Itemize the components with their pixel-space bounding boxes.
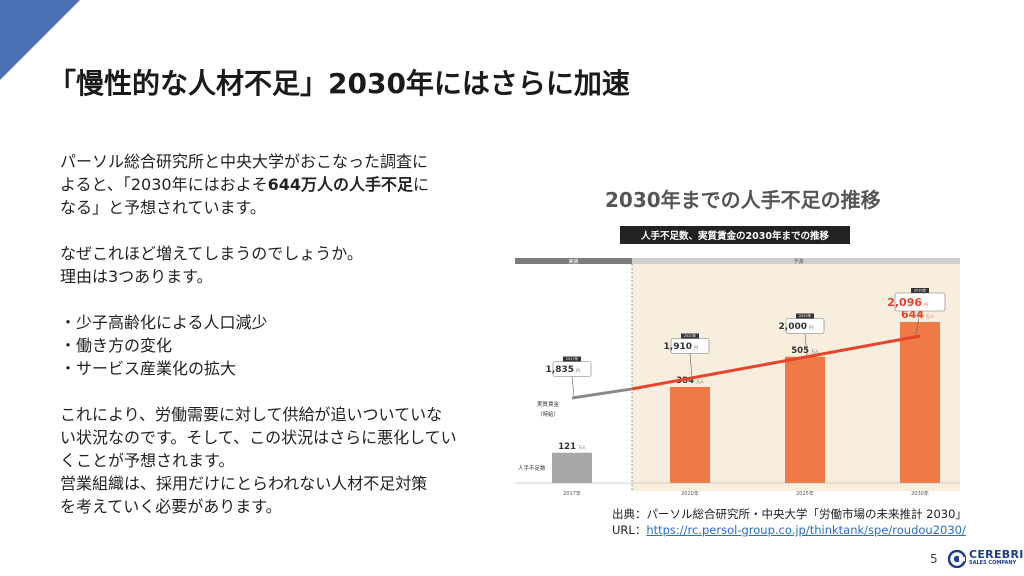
x-tick-label: 2030年 [911, 490, 929, 497]
bar [670, 387, 710, 483]
row-label-wage: 実質賃金 [537, 400, 560, 408]
band-label-forecast: 予測 [793, 258, 803, 265]
source-url-line: URL：https://rc.persol-group.co.jp/thinkt… [612, 522, 967, 538]
question-text: なぜこれほど増えてしまうのでしょうか。 [60, 244, 363, 263]
body-text: パーソル総合研究所と中央大学がおこなった調査に よると、「2030年にはおよそ6… [60, 150, 480, 518]
chart-title: 2030年までの人手不足の推移 [605, 188, 881, 212]
emphasis-text: 644万人の人手不足 [267, 175, 414, 194]
text-line: に [413, 175, 430, 194]
source-link[interactable]: https://rc.persol-group.co.jp/thinktank/… [646, 523, 966, 537]
page-title: 「慢性的な人材不足」2030年にはさらに加速 [48, 67, 630, 100]
callout-leader [689, 353, 693, 379]
source-citation: 出典：パーソル総合研究所・中央大学「労働市場の未来推計 2030」 URL：ht… [612, 506, 967, 538]
paragraph-action: 営業組織は、採用だけにとらわれない人材不足対策 [60, 474, 428, 493]
text-line: なる」と予想されています。 [60, 198, 266, 217]
company-logo: CEREBRIX SALES COMPANY [948, 548, 1024, 568]
bar-value-label: 121 [558, 442, 576, 452]
paragraph-intro-2: よると、「2030年にはおよそ644万人の人手不足に [60, 173, 480, 196]
callout-year-tag [911, 288, 929, 293]
bar-value-label: 505 [791, 346, 809, 356]
chart: 実績 予測 人手不足数、実質賃金の2030年までの推移 121 万人 384 万人 505 万人… [510, 178, 965, 503]
forecast-band [632, 258, 960, 264]
row-label-wage-unit: （時給） [537, 410, 559, 418]
logo-name: CEREBRIX [969, 548, 1024, 561]
source-label: 出典：パーソル総合研究所・中央大学「労働市場の未来推計 2030」 [612, 507, 967, 521]
bar [900, 322, 940, 483]
bar-value-label: 384 [676, 376, 694, 386]
x-tick-label: 2017年 [563, 490, 581, 497]
reason-item: ・サービス産業化の拡大 [60, 359, 237, 378]
actual-band [515, 258, 632, 264]
bar [552, 452, 592, 483]
bar-unit-label: 万人 [578, 445, 586, 450]
callout-year-tag [681, 333, 699, 339]
wage-unit-label: 円 [694, 345, 698, 350]
page-number: 5 [930, 552, 938, 566]
callout-leader [571, 376, 575, 397]
x-tick-label: 2025年 [796, 490, 814, 497]
reason-item: ・少子高齢化による人口減少 [60, 313, 268, 332]
callout-year-tag [563, 356, 581, 362]
logo-subtitle: SALES COMPANY [969, 560, 1017, 566]
subtitle-box [620, 226, 850, 244]
logo-mark-icon [948, 550, 966, 568]
band-label-actual: 実績 [568, 258, 578, 265]
bar-unit-label: 万人 [926, 314, 934, 319]
paragraph-conclusion: い状況なのです。そして、この状況はさらに悪化してい [60, 428, 457, 447]
callout-year: 2025年 [799, 313, 812, 318]
callout-year: 2020年 [684, 333, 697, 338]
paragraph-intro: パーソル総合研究所と中央大学がおこなった調査に [60, 150, 480, 173]
callout-year-tag [796, 313, 814, 319]
text-line: パーソル総合研究所と中央大学がおこなった調査に [60, 152, 429, 171]
paragraph-conclusion: くことが予想されます。 [60, 451, 235, 470]
corner-accent [0, 0, 80, 80]
wage-unit-label: 円 [809, 325, 813, 330]
bar-unit-label: 万人 [696, 379, 704, 384]
paragraph-conclusion: これにより、労働需要に対して供給が追いついていな [60, 405, 443, 424]
x-tick-label: 2020年 [681, 490, 699, 497]
wage-line-actual [571, 387, 633, 400]
wage-value-label: 2,000 [779, 322, 807, 332]
chart-subtitle: 人手不足数、実質賃金の2030年までの推移 [641, 230, 829, 242]
wage-value-label: 2,096 [887, 296, 922, 309]
url-label: URL： [612, 523, 647, 537]
wage-unit-label: 円 [576, 368, 580, 373]
row-label-shortage: 人手不足数 [518, 464, 546, 472]
callout-year: 2017年 [566, 356, 579, 361]
wage-value-label: 1,910 [664, 342, 692, 352]
paragraph-intro-3: なる」と予想されています。 [60, 196, 480, 219]
callout-year: 2030年 [914, 288, 927, 293]
wage-line-forecast [631, 334, 921, 391]
bar [785, 356, 825, 483]
wage-unit-label: 円 [924, 302, 928, 307]
callout-leader [915, 310, 921, 335]
wage-value-label: 1,835 [546, 365, 574, 375]
callout-leader [804, 333, 808, 357]
bar-unit-label: 万人 [811, 349, 819, 354]
text-line: よると、「2030年にはおよそ [60, 175, 268, 194]
reason-item: ・働き方の変化 [60, 336, 173, 355]
paragraph-action: を考えていく必要があります。 [60, 497, 282, 516]
reasons-intro: 理由は3つあります。 [60, 267, 213, 286]
